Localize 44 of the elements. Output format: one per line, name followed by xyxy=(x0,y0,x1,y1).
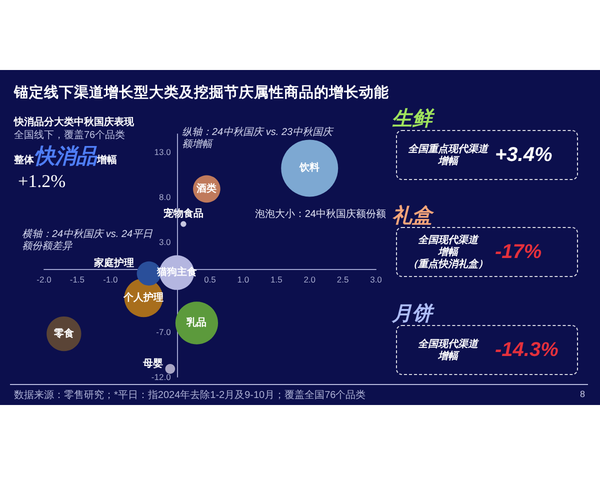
y-tick-label: -12.0 xyxy=(151,372,172,382)
text: -17% xyxy=(495,240,542,264)
chart-title: 锚定线下渠道增长型大类及挖掘节庆属性商品的增长动能 xyxy=(14,84,389,102)
y-tick-label: -7.0 xyxy=(156,327,172,337)
x-tick-label: -1.0 xyxy=(103,274,118,284)
x-tick-label: -2.0 xyxy=(36,274,52,284)
text: 月饼 xyxy=(392,303,432,325)
text: 增幅 xyxy=(438,350,458,362)
y-axis-title: 纵轴：24中秋国庆 vs. 23中秋国庆额增幅 xyxy=(182,127,335,151)
annotation: 泡泡大小：24中秋国庆额份额 xyxy=(254,208,386,221)
text: 增幅 xyxy=(438,156,458,168)
text: 整体 xyxy=(14,154,34,167)
x-tick-label: 2.5 xyxy=(336,274,349,284)
x-tick-label: 0.5 xyxy=(204,274,216,284)
y-tick-label: 3.0 xyxy=(158,237,172,247)
source-note: 数据来源：零售研究；*平日：指2024年去除1-2月及9-10月；覆盖全国76个品类 xyxy=(14,388,366,402)
x-tick-label: 1.0 xyxy=(237,274,250,284)
series-label: 乳品 xyxy=(186,316,207,328)
series-label: 饮料 xyxy=(298,162,320,174)
text: 全国现代渠道 xyxy=(418,338,478,350)
chart-subtitle: 快消品分大类中秋国庆表现 xyxy=(14,115,134,129)
x-tick-label: 3.0 xyxy=(370,274,382,284)
text: 8 xyxy=(580,389,586,399)
x-tick-label: -1.5 xyxy=(70,274,85,284)
annotation: +1.2% xyxy=(18,170,66,192)
annotation: 快消品 xyxy=(34,144,97,170)
text: +3.4% xyxy=(495,143,552,167)
series-label: 母婴 xyxy=(142,357,164,370)
text: 全国重点现代渠道 xyxy=(408,144,488,156)
series-label: 家庭护理 xyxy=(92,257,134,269)
x-axis-title: 横轴：24中秋国庆 vs. 24平日额份额差异 xyxy=(22,229,154,253)
x-tick-label: 2.0 xyxy=(304,274,316,284)
series-label: 酒类 xyxy=(196,182,217,194)
series-label: 零食 xyxy=(52,327,74,340)
annotation: 全国线下，覆盖76个品类 xyxy=(14,128,126,142)
text: （重点快消礼盒） xyxy=(408,258,488,270)
x-tick-label: 1.5 xyxy=(270,274,283,284)
text: -14.3% xyxy=(495,338,558,362)
text: 增幅 xyxy=(438,246,458,258)
annotation: 增幅 xyxy=(97,154,117,167)
text: 礼盒 xyxy=(392,205,432,227)
y-tick-label: 13.0 xyxy=(154,147,172,157)
text: 全国现代渠道 xyxy=(418,234,478,246)
y-tick-label: 8.0 xyxy=(158,192,172,202)
